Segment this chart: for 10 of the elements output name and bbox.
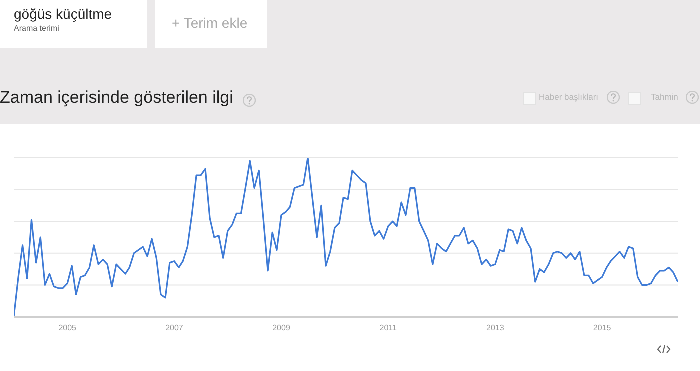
x-tick-label: 2005 [58, 324, 78, 333]
x-tick-label: 2015 [593, 324, 612, 333]
x-tick-label: 2007 [166, 324, 184, 333]
x-tick-label: 2013 [486, 324, 505, 333]
x-tick-label: 2011 [380, 324, 398, 333]
text: göğüs küçültme [14, 6, 112, 22]
x-tick-label: 2009 [272, 324, 291, 333]
text: + Terim ekle [172, 15, 248, 31]
text: Arama terimi [14, 24, 60, 33]
chart-title: Zaman içerisinde gösterilen ilgi [0, 88, 234, 108]
